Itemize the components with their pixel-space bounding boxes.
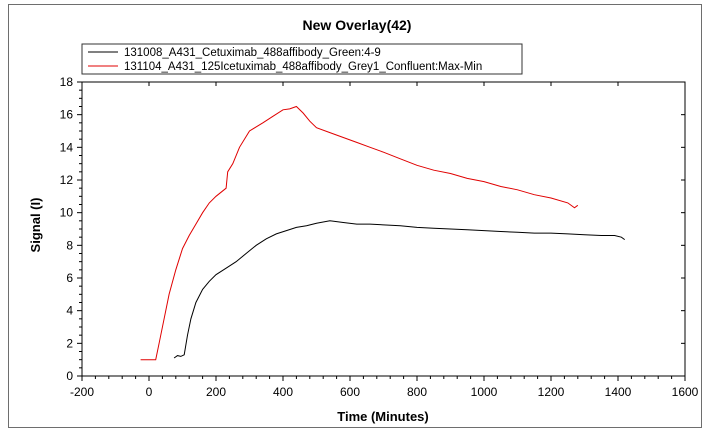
y-tick-label: 6 [66,271,73,285]
x-tick-label: -200 [70,385,94,399]
y-tick-label: 4 [66,304,73,318]
x-tick-label: 600 [340,385,360,399]
x-tick-label: 200 [206,385,226,399]
y-tick-label: 8 [66,238,73,252]
x-tick-label: 0 [146,385,153,399]
legend: 131008_A431_Cetuximab_488affibody_Green:… [88,47,482,73]
x-tick-label: 400 [273,385,293,399]
x-tick-label: 1400 [605,385,632,399]
axes: -200 0 200 400 600 800 1000 1200 1400 1600 0 2 4 6 8 10… [60,75,699,399]
y-tick-label: 12 [60,173,74,187]
x-tick-label: 1000 [471,385,498,399]
x-axis-label: Time (Minutes) [337,409,429,424]
series-line-1 [173,220,625,359]
y-tick-label: 2 [66,336,73,350]
x-tick-label: 1600 [672,385,699,399]
plot-area [81,81,686,377]
y-tick-label: 10 [60,206,74,220]
y-axis-label: Signal (I) [28,198,43,253]
x-tick-label: 1200 [538,385,565,399]
series-layer [140,105,625,361]
y-tick-label: 14 [60,140,74,154]
y-tick-label: 0 [66,369,73,383]
series-line-2 [140,105,579,361]
chart-frame [8,4,702,428]
x-tick-label: 800 [407,385,427,399]
y-tick-label: 18 [60,75,74,89]
legend-box [81,43,523,75]
legend-label-2: 131104_A431_125Icetuximab_488affibody_Gr… [124,61,482,73]
y-tick-label: 16 [60,108,74,122]
legend-label-1: 131008_A431_Cetuximab_488affibody_Green:… [124,47,381,59]
chart-title: New Overlay(42) [303,17,412,33]
